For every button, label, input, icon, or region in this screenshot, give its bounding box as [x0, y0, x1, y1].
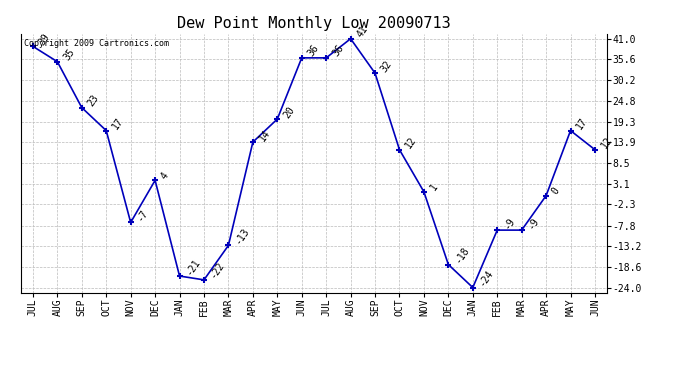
Text: 36: 36 [306, 43, 321, 58]
Text: 17: 17 [575, 116, 590, 131]
Text: 36: 36 [331, 43, 345, 58]
Text: -18: -18 [453, 245, 471, 265]
Text: -7: -7 [135, 208, 150, 223]
Text: 12: 12 [599, 135, 614, 150]
Text: -22: -22 [208, 260, 226, 280]
Text: 32: 32 [380, 58, 394, 74]
Text: 1: 1 [428, 182, 440, 192]
Text: -9: -9 [502, 215, 516, 231]
Text: 12: 12 [404, 135, 419, 150]
Text: Copyright 2009 Cartronics.com: Copyright 2009 Cartronics.com [23, 39, 168, 48]
Text: 23: 23 [86, 93, 101, 108]
Text: 20: 20 [282, 104, 297, 120]
Text: 41: 41 [355, 24, 370, 39]
Text: -24: -24 [477, 268, 495, 288]
Text: -13: -13 [233, 226, 251, 246]
Text: 4: 4 [159, 170, 171, 181]
Text: 17: 17 [110, 116, 126, 131]
Text: -21: -21 [184, 256, 202, 277]
Text: 39: 39 [37, 32, 52, 47]
Text: -9: -9 [526, 215, 541, 231]
Text: 35: 35 [61, 47, 77, 62]
Text: 0: 0 [550, 186, 562, 196]
Text: 14: 14 [257, 128, 272, 142]
Title: Dew Point Monthly Low 20090713: Dew Point Monthly Low 20090713 [177, 16, 451, 31]
